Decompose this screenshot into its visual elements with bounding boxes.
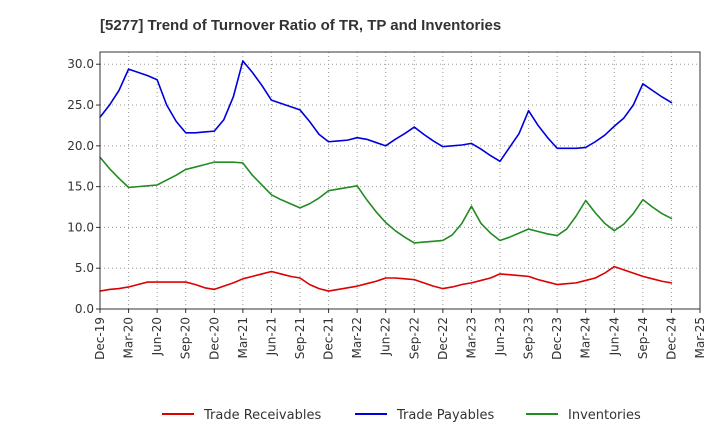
x-tick-label: Jun-24: [607, 317, 621, 356]
x-tick-label: Mar-23: [464, 317, 478, 358]
x-tick-label: Dec-20: [207, 317, 221, 360]
series-line-3: [99, 156, 673, 244]
grid-layer: [99, 52, 701, 310]
legend-item: Trade Payables: [355, 408, 494, 423]
x-tick-label: Jun-20: [150, 317, 164, 356]
x-tick-label: Jun-23: [493, 317, 507, 356]
x-tick-label: Mar-25: [693, 317, 707, 358]
x-tick-label: Mar-24: [579, 317, 593, 358]
legend-item: Trade Receivables: [162, 408, 321, 423]
legend-label: Inventories: [568, 408, 641, 423]
x-tick-label: Dec-19: [93, 317, 107, 360]
axis-layer: [96, 51, 701, 313]
plot-frame: [99, 51, 701, 310]
y-tick-label: 10.0: [67, 220, 94, 234]
x-tick-label: Sep-24: [636, 317, 650, 359]
y-tick-label: 0.0: [75, 302, 94, 316]
series-line-1: [99, 265, 673, 292]
x-tick-label: Mar-21: [236, 317, 250, 358]
chart-title: [5277] Trend of Turnover Ratio of TR, TP…: [100, 17, 501, 34]
x-tick-label: Dec-22: [436, 317, 450, 360]
y-tick-label: 25.0: [67, 98, 94, 112]
legend-item: Inventories: [526, 408, 641, 423]
y-tick-label: 15.0: [67, 180, 94, 194]
y-tick-label: 5.0: [75, 261, 94, 275]
x-tick-label: Dec-21: [322, 317, 336, 360]
x-tick-label: Sep-22: [407, 317, 421, 359]
x-tick-label: Dec-24: [664, 317, 678, 360]
x-tick-label: Mar-20: [122, 317, 136, 358]
y-tick-label: 20.0: [67, 139, 94, 153]
x-tick-label: Sep-23: [522, 317, 536, 359]
x-tick-label: Jun-22: [379, 317, 393, 356]
y-tick-labels: 0.0 5.0 10.0 15.0 20.0 25.0 30.0: [67, 57, 94, 316]
x-tick-label: Sep-21: [293, 317, 307, 359]
legend: Trade Receivables Trade Payables Inventori…: [162, 408, 641, 423]
x-tick-label: Sep-20: [179, 317, 193, 359]
x-tick-label: Mar-22: [350, 317, 364, 358]
series-layer: [99, 60, 673, 292]
x-tick-label: Dec-23: [550, 317, 564, 360]
series-line-2: [99, 60, 673, 163]
y-tick-label: 30.0: [67, 57, 94, 71]
x-tick-labels: Dec-19 Mar-20 Jun-20 Sep-20 Dec-20 Mar-21 Jun-…: [93, 317, 707, 360]
legend-label: Trade Payables: [396, 408, 494, 423]
x-tick-label: Jun-21: [264, 317, 278, 356]
legend-label: Trade Receivables: [203, 408, 321, 423]
